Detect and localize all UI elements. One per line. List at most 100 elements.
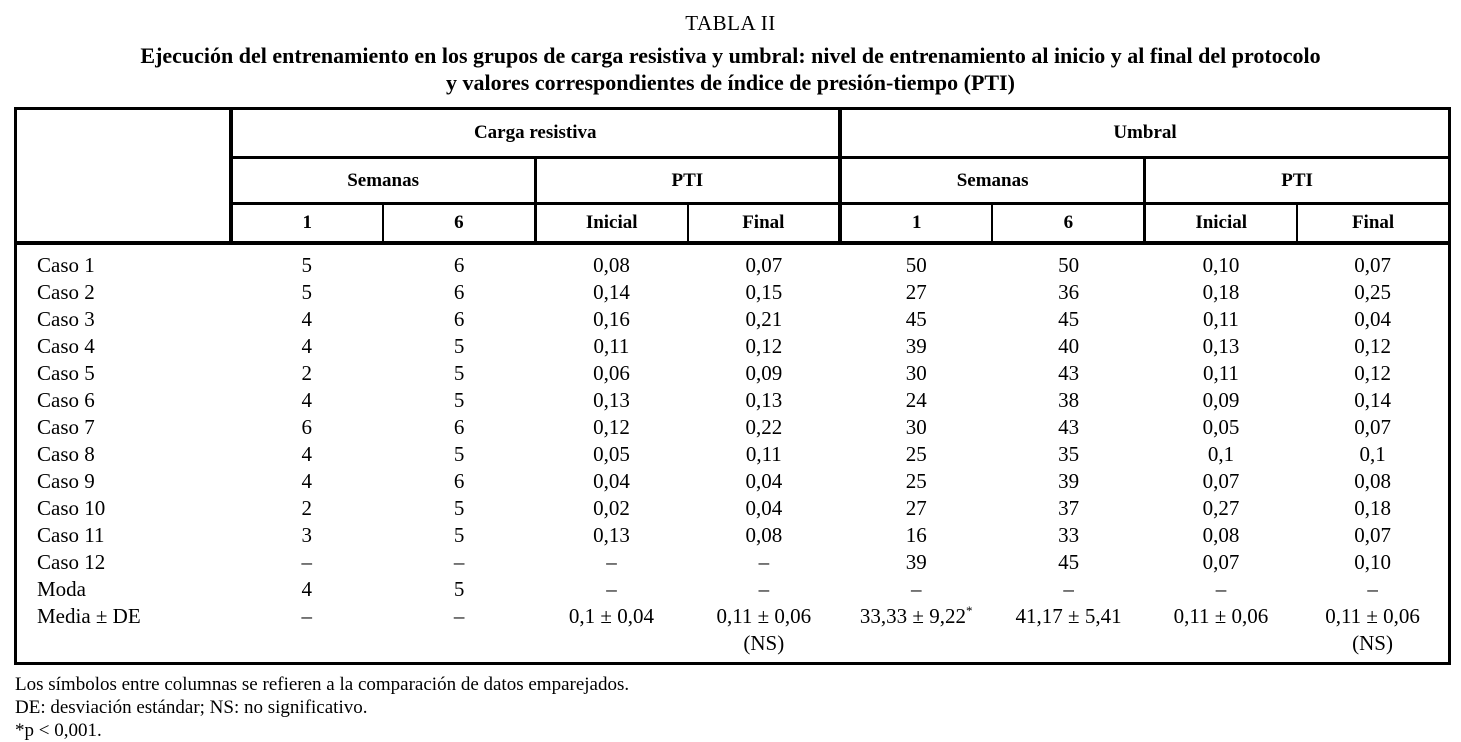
table-cell: 5 <box>453 441 465 466</box>
row-label: Moda <box>37 576 86 601</box>
table-cell: – <box>453 549 465 574</box>
table-cell: – <box>1367 576 1378 601</box>
cell-value: 0,11 ± 0,06 <box>716 603 812 628</box>
subgroup-header-pti-carga: PTI <box>535 157 842 205</box>
row-label: Caso 6 <box>37 387 95 412</box>
table-cell: 0,07 <box>1354 522 1391 547</box>
table-cell: 0,08 <box>1202 522 1240 547</box>
row-label: Caso 1 <box>37 252 95 277</box>
table-body: Caso 1 5 6 0,08 0,07 50 50 0,10 0,07 Caso 2 5 6 0,14… <box>16 243 1450 664</box>
subgroup-header-pti-umbral: PTI <box>1144 157 1450 205</box>
cell-note: (NS) <box>1352 630 1393 655</box>
table-cell: 4 <box>301 306 312 331</box>
table-cell: 0,13 <box>593 387 630 412</box>
subgroup-header-row: Semanas PTI Semanas PTI <box>16 157 1450 205</box>
table-cell: 0,07 <box>1202 549 1240 574</box>
table-cell: 5 <box>301 252 312 277</box>
table-cell: 35 <box>1058 441 1080 466</box>
table-row: Caso 2 5 6 0,14 0,15 27 36 0,18 0,25 <box>16 279 1450 306</box>
column-header-inicial-umbral: Inicial <box>1144 203 1299 245</box>
table-cell: 0,04 <box>745 495 783 520</box>
table-cell: 5 <box>453 495 465 520</box>
table-cell: 41,17 ± 5,41 <box>1015 603 1122 628</box>
footnote-abbreviations: DE: desviación estándar; NS: no signific… <box>15 696 368 718</box>
table-row: Caso 11 3 5 0,13 0,08 16 33 0,08 0,07 <box>16 522 1450 549</box>
table-row: Caso 1 5 6 0,08 0,07 50 50 0,10 0,07 <box>16 243 1450 279</box>
table-cell: 0,11 <box>745 441 782 466</box>
table-cell: 0,14 <box>1354 387 1391 412</box>
table-cell: 0,1 <box>1207 441 1235 466</box>
table-cell: 37 <box>1058 495 1080 520</box>
table-cell: 5 <box>301 279 312 304</box>
row-label: Media ± DE <box>37 603 141 628</box>
table-caption-line1: Ejecución del entrenamiento en los grupo… <box>140 43 1321 68</box>
table-cell: 0,08 <box>593 252 630 277</box>
table-row: Caso 5 2 5 0,06 0,09 30 43 0,11 0,12 <box>16 360 1450 387</box>
table-cell: – <box>910 576 922 601</box>
group-header-carga-resistiva: Carga resistiva <box>230 108 842 159</box>
table-cell: 0,13 <box>593 522 630 547</box>
table-cell: 36 <box>1058 279 1080 304</box>
table-cell: 0,18 <box>1354 495 1391 520</box>
table-row: Caso 8 4 5 0,05 0,11 25 35 0,1 0,1 <box>16 441 1450 468</box>
column-header-semana6-carga: 6 <box>382 203 537 245</box>
table-row: Caso 12 – – – – 39 45 0,07 0,10 <box>16 549 1450 576</box>
table-cell: 0,13 <box>1202 333 1240 358</box>
table-cell: 27 <box>905 495 927 520</box>
table-cell: 0,18 <box>1202 279 1240 304</box>
table-cell: 0,04 <box>745 468 783 493</box>
table-cell: – <box>301 549 312 574</box>
table-cell: 0,06 <box>593 360 630 385</box>
table-cell: 0,11 <box>593 333 630 358</box>
row-label: Caso 10 <box>37 495 106 520</box>
row-label: Caso 11 <box>37 522 105 547</box>
table-cell: 43 <box>1058 360 1080 385</box>
group-header-umbral: Umbral <box>840 108 1450 159</box>
table-cell: 0,05 <box>593 441 630 466</box>
table-header: Carga resistiva Umbral Semanas PTI Seman… <box>15 108 1450 245</box>
table-cell: 0,11 ± 0,06 (NS) <box>688 603 840 664</box>
table-cell: 0,13 <box>745 387 783 412</box>
table-cell: – <box>301 603 312 628</box>
table-cell: – <box>1063 576 1074 601</box>
footnotes: Los símbolos entre columnas se refieren … <box>15 673 1461 742</box>
row-label: Caso 8 <box>37 441 95 466</box>
table-cell: 0,25 <box>1354 279 1391 304</box>
table-cell: 40 <box>1058 333 1080 358</box>
table-cell: 45 <box>1058 306 1080 331</box>
table-cell: – <box>758 576 770 601</box>
footnote-symbols: Los símbolos entre columnas se refieren … <box>15 673 630 695</box>
subgroup-header-semanas-carga: Semanas <box>230 157 537 205</box>
cell-note: (NS) <box>743 630 785 655</box>
table-cell: 0,12 <box>1354 333 1391 358</box>
table-cell: 6 <box>453 306 465 331</box>
table-cell: 6 <box>453 414 465 439</box>
table-cell: 25 <box>905 468 927 493</box>
row-label: Caso 3 <box>37 306 95 331</box>
table-cell: 39 <box>905 333 927 358</box>
table-cell: 5 <box>453 522 465 547</box>
table-row: Caso 3 4 6 0,16 0,21 45 45 0,11 0,04 <box>16 306 1450 333</box>
table-cell: 50 <box>905 252 927 277</box>
table-cell: 0,10 <box>1202 252 1240 277</box>
table-cell: 0,09 <box>1202 387 1240 412</box>
table-cell: 39 <box>905 549 927 574</box>
footnote-p-value: *p < 0,001. <box>15 719 102 741</box>
table-row: Caso 9 4 6 0,04 0,04 25 39 0,07 0,08 <box>16 468 1450 495</box>
table-cell: 0,11 <box>1202 360 1239 385</box>
table-cell: – <box>1215 576 1227 601</box>
row-label: Caso 12 <box>37 549 106 574</box>
table-cell: 0,07 <box>1354 414 1391 439</box>
table-cell: 33,33 ± 9,22* <box>840 603 992 664</box>
table-row: Moda 4 5 – – – – – – <box>16 576 1450 603</box>
table-cell: 0,16 <box>593 306 630 331</box>
group-header-row: Carga resistiva Umbral <box>15 108 1450 245</box>
column-header-semana6-umbral: 6 <box>992 203 1147 245</box>
table-cell: 5 <box>453 576 465 601</box>
table-cell: 0,04 <box>593 468 630 493</box>
table-cell: 0,22 <box>745 414 783 439</box>
table-cell: 0,1 <box>1359 441 1386 466</box>
table-row: Media ± DE – –0,1 ± 0,04 0,11 ± 0,06 (NS) 33,… <box>16 603 1450 664</box>
table-cell: 4 <box>301 387 312 412</box>
